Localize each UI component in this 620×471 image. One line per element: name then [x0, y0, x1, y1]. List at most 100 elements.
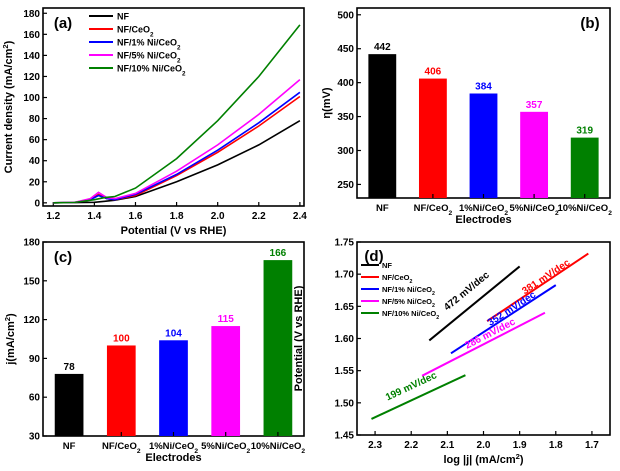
bar: [211, 326, 241, 436]
x-axis-label: log |j| (mA/cm2): [443, 452, 523, 467]
y-tick-label: 250: [337, 180, 354, 191]
series-line: [53, 120, 301, 204]
y-tick-label: 60: [29, 135, 41, 146]
legend-entry: NF/1% Ni/CeO2: [117, 38, 181, 52]
legend-entry: NF: [117, 12, 129, 22]
x-tick-label: 5%Ni/CeO2: [201, 441, 250, 455]
panel-a-frame: [42, 7, 305, 207]
y-tick-label: 1.50: [335, 398, 355, 409]
y-tick-label: 150: [23, 276, 40, 287]
y-tick-label: 90: [29, 354, 41, 365]
bar: [54, 373, 84, 436]
y-tick-label: 350: [337, 112, 354, 123]
y-tick-label: 120: [23, 315, 40, 326]
y-tick-label: 1.45: [335, 431, 355, 442]
x-tick-label: 2.0: [477, 440, 491, 451]
data-label: 406: [425, 67, 442, 78]
bar: [263, 260, 293, 436]
x-tick-label: 1.7: [585, 440, 599, 451]
y-tick-label: 1.70: [335, 270, 355, 281]
x-tick-label: 1.4: [87, 211, 101, 222]
x-tick-label: 10%Ni/CeO2: [558, 203, 613, 217]
x-tick-label: NF/CeO2: [414, 203, 453, 217]
bar: [418, 78, 447, 198]
data-label: 115: [218, 314, 235, 325]
series-line: [53, 95, 301, 204]
y-tick-label: 180: [23, 9, 40, 20]
y-tick-label: 1.75: [335, 238, 355, 249]
legend-entry: NF/CeO2: [117, 25, 154, 39]
x-tick-label: 1.6: [129, 211, 143, 222]
x-tick-label: 2.1: [440, 440, 454, 451]
y-tick-label: 30: [29, 432, 41, 443]
y-tick-label: 80: [29, 114, 41, 125]
legend-entry: NF/5% Ni/CeO2: [117, 51, 181, 65]
series-line: [486, 252, 589, 322]
y-axis-label: Current density (mA/cm2): [1, 40, 16, 173]
y-tick-label: 1.55: [335, 366, 355, 377]
x-tick-label: 2.2: [252, 211, 266, 222]
bar: [106, 345, 136, 436]
series-line: [428, 265, 521, 342]
x-tick-label: NF/CeO2: [102, 441, 141, 455]
y-tick-label: 140: [23, 51, 40, 62]
legend-entry: NF/1% Ni/CeO2: [382, 285, 435, 297]
data-label: 78: [64, 362, 76, 373]
panel-tag: (c): [54, 249, 72, 266]
y-tick-label: 40: [29, 156, 41, 167]
bar: [159, 340, 188, 436]
series-line: [53, 91, 301, 204]
series-line: [53, 78, 301, 204]
data-label: 357: [526, 100, 543, 111]
x-axis-label: Electrodes: [455, 214, 511, 226]
data-label: 319: [576, 126, 593, 137]
y-tick-label: 1.65: [335, 302, 355, 313]
data-label: 442: [374, 42, 391, 53]
x-tick-label: NF: [63, 441, 76, 452]
y-tick-label: 180: [23, 238, 40, 249]
legend-entry: NF: [382, 261, 392, 270]
y-axis-label: j(mA/cm2): [3, 313, 18, 366]
bar: [469, 93, 498, 198]
bar: [520, 111, 549, 198]
slope-label: 472 mV/dec: [442, 270, 492, 314]
legend-entry: NF/10% Ni/CeO2: [382, 309, 439, 321]
y-tick-label: 300: [337, 146, 354, 157]
bar: [570, 137, 599, 198]
legend-entry: NF/5% Ni/CeO2: [382, 297, 435, 309]
x-tick-label: 2.2: [404, 440, 418, 451]
x-tick-label: 1.8: [549, 440, 563, 451]
y-tick-label: 60: [29, 393, 41, 404]
x-tick-label: 2.4: [293, 211, 307, 222]
panel-tag: (b): [580, 15, 599, 32]
data-label: 104: [165, 328, 182, 339]
x-axis-label: Potential (V vs RHE): [121, 225, 227, 237]
y-axis-label: Potential (V vs RHE): [293, 285, 305, 391]
x-tick-label: 2.3: [368, 440, 382, 451]
x-axis-label: Electrodes: [145, 452, 201, 464]
x-tick-label: 1.8: [170, 211, 184, 222]
data-label: 166: [270, 248, 287, 259]
legend-entry: NF/CeO2: [382, 273, 413, 285]
bar: [368, 54, 397, 199]
slope-label: 199 mV/dec: [384, 370, 439, 403]
y-tick-label: 1.60: [335, 334, 355, 345]
series-line: [450, 284, 557, 355]
y-tick-label: 400: [337, 78, 354, 89]
y-tick-label: 120: [23, 72, 40, 83]
panel-tag: (d): [364, 248, 383, 265]
x-tick-label: 2.0: [211, 211, 225, 222]
y-tick-label: 0: [34, 198, 40, 209]
x-tick-label: 1%Ni/CeO2: [149, 441, 198, 455]
x-tick-label: 1.2: [46, 211, 60, 222]
data-label: 100: [113, 333, 130, 344]
y-tick-label: 450: [337, 44, 354, 55]
x-tick-label: 5%Ni/CeO2: [510, 203, 559, 217]
series-line: [371, 374, 466, 420]
y-tick-label: 500: [337, 10, 354, 21]
data-label: 384: [475, 82, 492, 93]
x-tick-label: 1.9: [513, 440, 527, 451]
y-axis-label: η(mV): [321, 87, 333, 119]
series-line: [53, 24, 301, 204]
